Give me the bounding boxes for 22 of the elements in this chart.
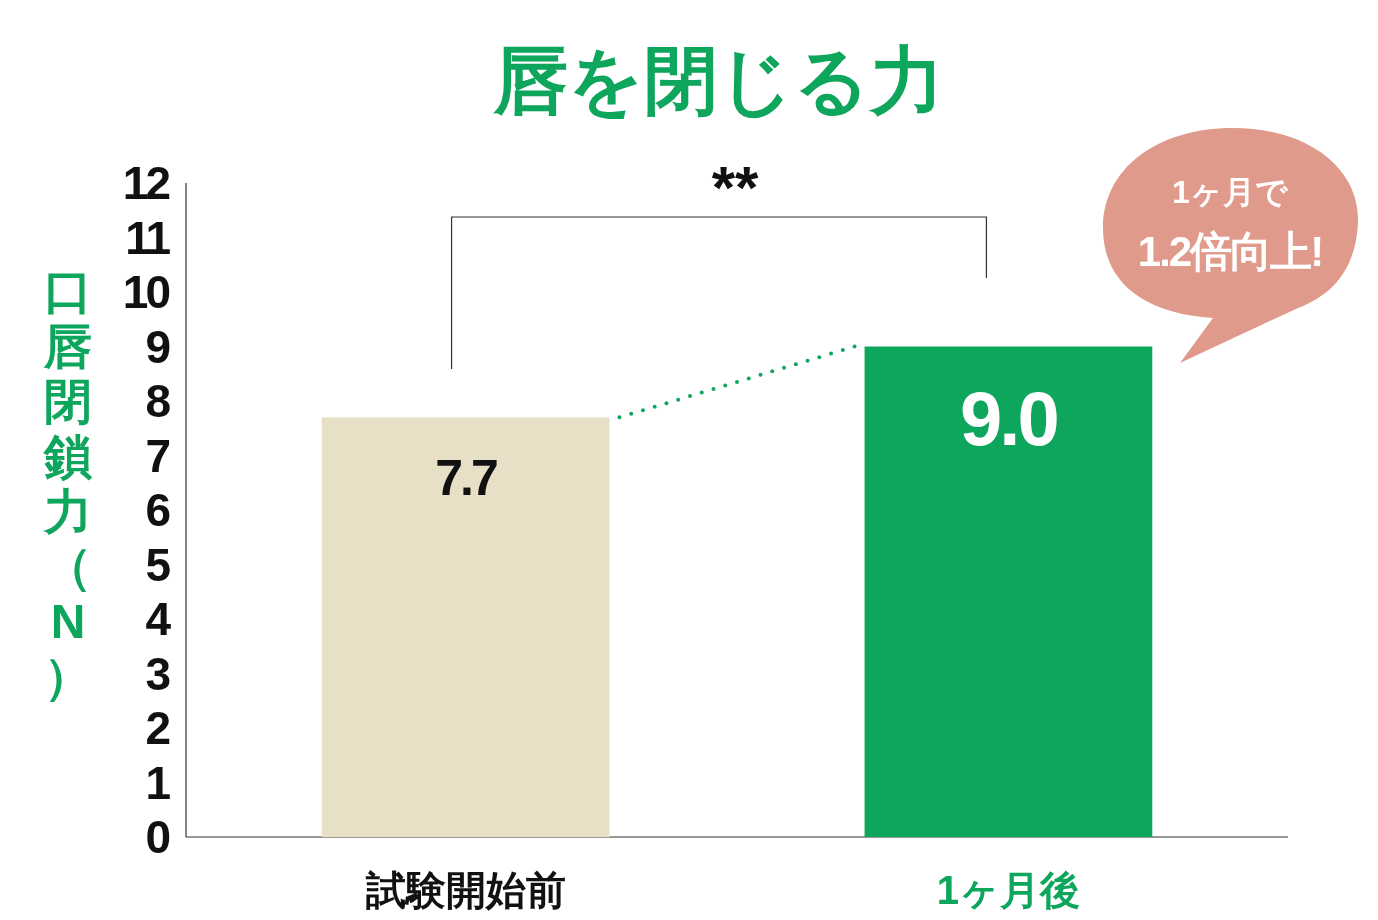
y-tick-label: 10 xyxy=(122,266,170,319)
y-tick-label: 9 xyxy=(145,320,170,373)
annotation: ** xyxy=(711,154,759,221)
y-tick-label: 7 xyxy=(145,429,170,482)
y-tick-label: 1 xyxy=(145,756,171,809)
data-label: 9.0 xyxy=(960,375,1058,461)
annotation: 1ヶ月で xyxy=(1172,174,1289,210)
y-tick-label: 4 xyxy=(145,593,172,646)
y-tick-label: 2 xyxy=(145,702,170,755)
y-tick-label: 0 xyxy=(145,811,170,864)
y-axis-title: 口唇閉鎖力（N） xyxy=(42,265,93,703)
x-tick-label: 1ヶ月後 xyxy=(936,868,1081,912)
annotation: 1.2倍向上! xyxy=(1137,228,1323,275)
y-tick-label: 6 xyxy=(145,484,170,537)
data-label: 7.7 xyxy=(435,450,498,507)
y-tick-label: 12 xyxy=(122,157,170,210)
y-tick-label: 11 xyxy=(125,211,171,264)
y-tick-label: 8 xyxy=(145,375,171,428)
y-tick-label: 5 xyxy=(145,538,171,591)
chart-title: 唇を閉じる力 xyxy=(493,39,944,122)
x-tick-label: 試験開始前 xyxy=(364,868,566,912)
y-tick-label: 3 xyxy=(145,647,170,700)
